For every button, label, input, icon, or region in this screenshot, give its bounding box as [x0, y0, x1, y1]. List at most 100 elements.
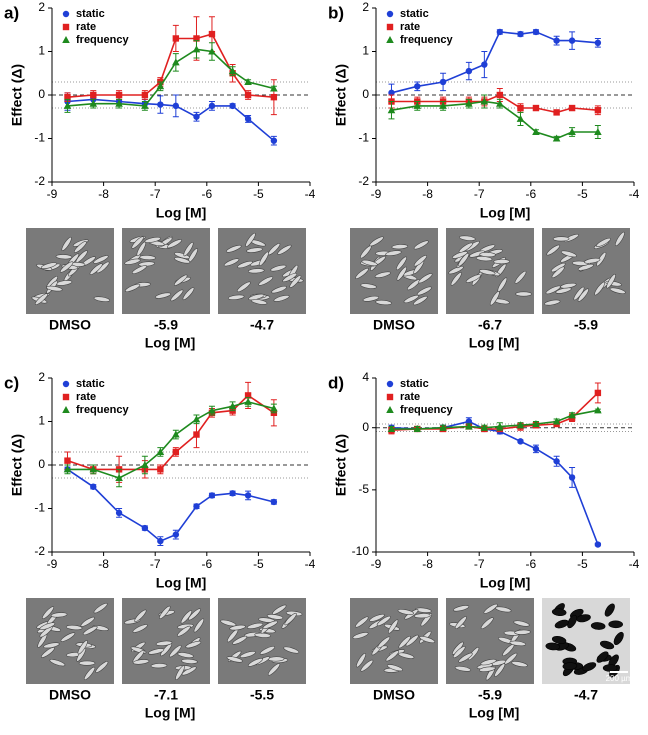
point [89, 465, 98, 473]
cell [377, 636, 391, 649]
cell [267, 663, 281, 676]
cell [270, 264, 287, 272]
legend-marker [62, 406, 70, 413]
cell [459, 235, 476, 241]
point [157, 466, 164, 473]
point [208, 30, 216, 38]
y-tick-label: -2 [34, 544, 45, 558]
y-tick-label: -5 [358, 482, 369, 496]
point [553, 109, 560, 116]
point [244, 392, 252, 399]
point [553, 458, 560, 465]
point [63, 101, 72, 109]
x-tick-label: -8 [98, 557, 109, 571]
legend-label: frequency [400, 34, 453, 46]
cell [131, 265, 147, 274]
cell [46, 285, 63, 292]
x-axis-label: Log [M] [156, 575, 207, 591]
point [172, 35, 180, 42]
legend-marker [386, 23, 394, 31]
point [439, 101, 447, 109]
cell [458, 252, 470, 267]
legend-label: rate [76, 391, 96, 403]
point [192, 415, 201, 423]
point [244, 91, 252, 99]
cell [272, 604, 287, 615]
y-tick-label: -10 [352, 544, 370, 558]
point [141, 101, 149, 109]
cell [77, 640, 88, 655]
cell [613, 631, 624, 646]
y-tick-label: 2 [362, 0, 369, 14]
cell [452, 251, 468, 259]
point [465, 99, 473, 107]
cell [398, 635, 411, 649]
cell [398, 652, 415, 659]
cell [169, 645, 182, 658]
cell [469, 250, 485, 258]
point [439, 78, 447, 86]
cell [182, 287, 195, 301]
cell [355, 267, 369, 279]
point [532, 419, 540, 427]
cell [413, 240, 429, 250]
cell [509, 640, 527, 647]
cell [375, 299, 392, 306]
x-tick-label: -5 [577, 187, 588, 201]
micrograph-axis-label: Log [M] [145, 705, 196, 721]
cell [608, 620, 623, 629]
panel-label: d) [328, 373, 344, 392]
point [228, 402, 237, 410]
cell [480, 617, 494, 630]
y-tick-label: 2 [38, 370, 45, 384]
point [517, 30, 524, 38]
cell [479, 269, 496, 276]
legend-label: rate [76, 21, 96, 33]
panel-label: b) [328, 3, 344, 22]
point [517, 104, 524, 112]
cell [59, 261, 74, 273]
series-line [67, 468, 275, 543]
cell [248, 293, 265, 301]
micrograph-label: -7.1 [154, 687, 178, 703]
cell [245, 232, 256, 247]
point [439, 423, 447, 431]
legend-label: frequency [400, 404, 453, 416]
cell [602, 664, 618, 672]
cell [132, 659, 150, 665]
cell [159, 605, 171, 619]
x-tick-label: -5 [577, 557, 588, 571]
cell [65, 624, 83, 631]
x-tick-label: -6 [525, 187, 536, 201]
micrograph-label: -5.9 [478, 687, 502, 703]
cell [396, 266, 407, 281]
legend-marker [386, 393, 394, 401]
point [480, 97, 489, 105]
cell [614, 231, 625, 247]
cell [562, 662, 578, 670]
cell [396, 256, 407, 271]
y-axis-label: Effect (Δ) [9, 64, 25, 126]
micrograph-label: -5.9 [154, 317, 178, 333]
y-tick-label: -2 [34, 174, 45, 188]
cell [374, 271, 391, 278]
point [193, 35, 200, 42]
micrograph-label: -5.9 [574, 317, 598, 333]
x-tick-label: -4 [629, 557, 640, 571]
cell [479, 666, 496, 672]
legend-label: static [400, 378, 429, 390]
cell [458, 242, 473, 253]
point [552, 134, 561, 142]
point [516, 421, 525, 429]
panel-label: a) [4, 3, 19, 22]
point [208, 102, 216, 110]
x-tick-label: -7 [474, 187, 485, 201]
cell [515, 291, 532, 297]
series-line [67, 48, 275, 107]
cell [413, 613, 431, 619]
cell [193, 618, 205, 633]
point [115, 474, 123, 482]
cell [596, 651, 609, 663]
cell [183, 242, 194, 257]
point [270, 498, 278, 506]
